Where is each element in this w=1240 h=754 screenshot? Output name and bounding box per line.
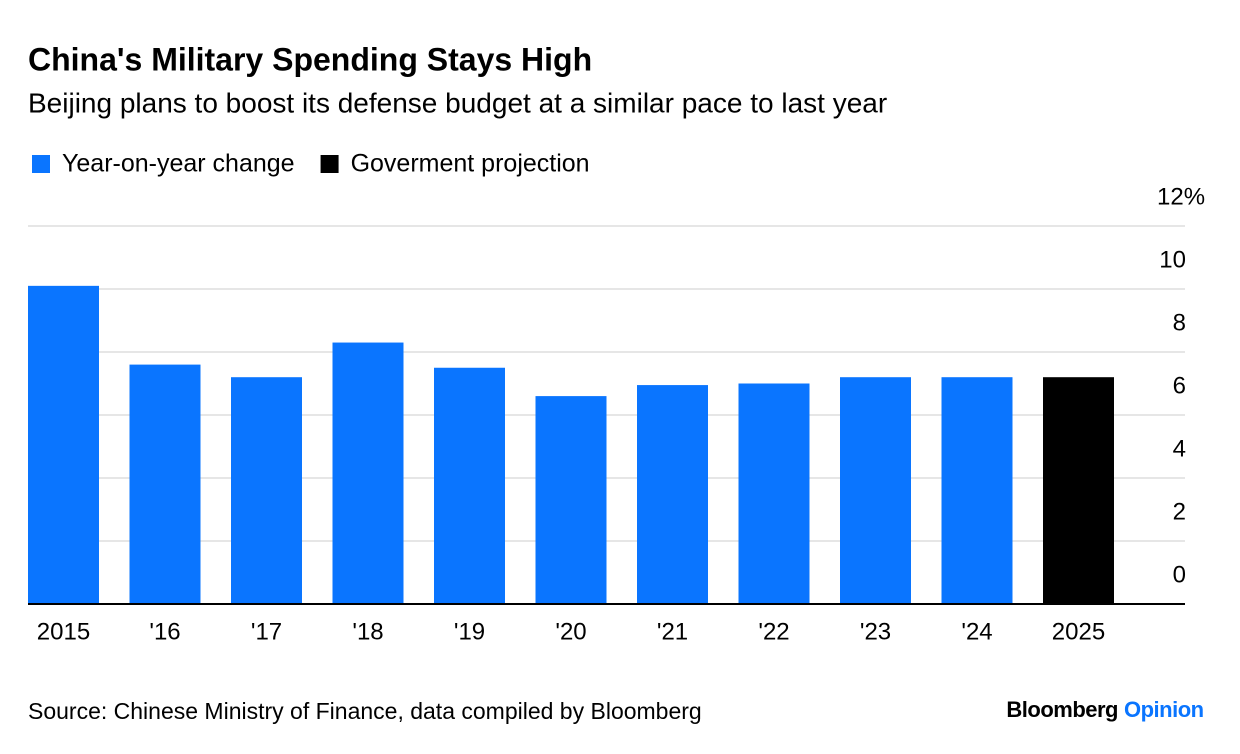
- x-tick-label: '22: [758, 618, 789, 645]
- bar: [129, 364, 201, 604]
- bar: [637, 385, 708, 604]
- x-tick-label: '20: [555, 618, 586, 645]
- x-tick-label: 2025: [1052, 618, 1105, 645]
- x-tick-label: '23: [860, 618, 891, 645]
- x-tick-label: '19: [454, 618, 485, 645]
- bar: [941, 377, 1013, 604]
- bar: [332, 342, 404, 604]
- legend-label: Goverment projection: [351, 150, 590, 178]
- x-tick-label: '21: [657, 618, 688, 645]
- bar: [1043, 377, 1114, 604]
- x-tick-label: '18: [352, 618, 383, 645]
- bar: [231, 377, 302, 604]
- legend-swatch: [320, 155, 339, 173]
- y-tick-label: 0: [1173, 561, 1186, 588]
- brand-product: Opinion: [1124, 697, 1204, 722]
- legend-swatch: [32, 155, 50, 173]
- y-tick-label: 4: [1173, 435, 1186, 462]
- y-tick-label: 2: [1173, 498, 1186, 525]
- x-tick-label: '16: [149, 618, 180, 645]
- brand-name: Bloomberg: [1006, 697, 1118, 722]
- chart-title: China's Military Spending Stays High: [28, 41, 592, 77]
- y-tick-label: 8: [1173, 309, 1186, 336]
- y-tick-label: 12%: [1157, 183, 1205, 210]
- bar: [28, 285, 99, 604]
- bar: [840, 377, 911, 604]
- legend-label: Year-on-year change: [62, 150, 295, 178]
- y-tick-label: 6: [1173, 372, 1186, 399]
- source-note: Source: Chinese Ministry of Finance, dat…: [28, 698, 702, 724]
- x-tick-label: '17: [251, 618, 282, 645]
- bar: [535, 396, 607, 604]
- chart-subtitle: Beijing plans to boost its defense budge…: [28, 87, 887, 118]
- y-tick-label: 10: [1159, 246, 1186, 273]
- x-tick-label: '24: [961, 618, 992, 645]
- bar: [738, 383, 810, 604]
- x-tick-label: 2015: [37, 618, 90, 645]
- bar: [434, 367, 505, 604]
